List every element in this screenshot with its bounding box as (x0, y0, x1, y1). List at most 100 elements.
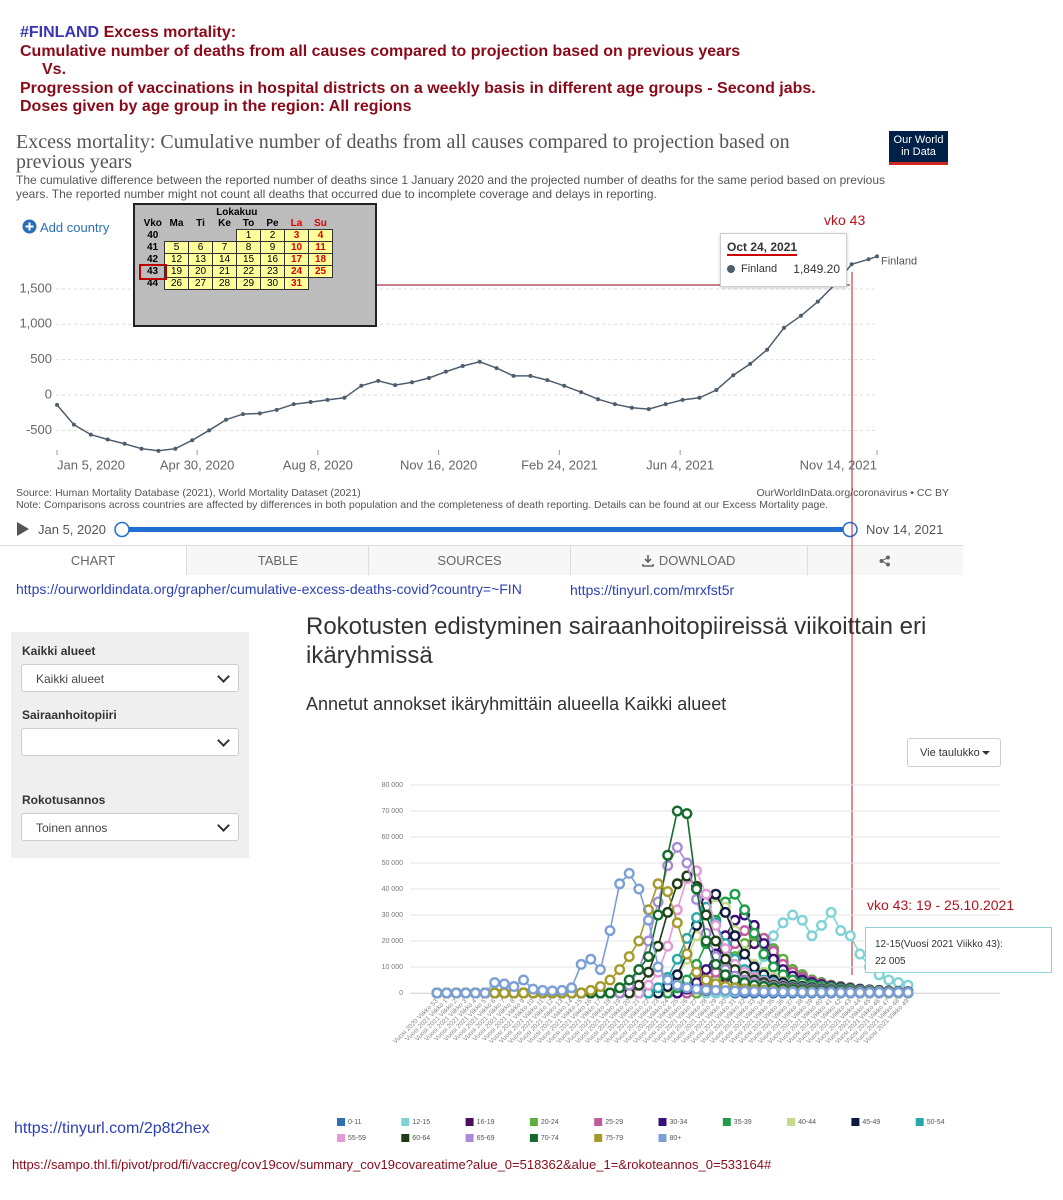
link[interactable]: https://tinyurl.com/mrxfst5r (570, 582, 735, 598)
link[interactable]: https://ourworldindata.org/grapher/cumul… (16, 581, 522, 597)
marker (537, 984, 549, 996)
calendar-header: Vko (143, 218, 162, 230)
marker (308, 400, 313, 405)
export-button[interactable]: Vie taulukko (907, 738, 1001, 767)
legend-swatch (658, 1118, 667, 1126)
marker (681, 932, 693, 944)
marker (719, 943, 731, 955)
tab[interactable]: SOURCES (368, 545, 570, 575)
tooltip: 12-15(Vuosi 2021 Viikko 43): 22 005 (865, 927, 1052, 973)
calendar-day: 29 (236, 277, 261, 290)
chart-title: Excess mortality: Cumulative number of d… (16, 131, 790, 173)
marker (700, 964, 712, 976)
link[interactable]: https://sampo.thl.fi/pivot/prod/fi/vaccr… (12, 1157, 772, 1172)
logo[interactable]: Our World in Data (889, 131, 948, 165)
calendar-header: La (290, 218, 303, 229)
source: Source: Human Mortality Database (2021),… (16, 487, 956, 511)
tooltip-swatch (727, 265, 735, 273)
marker (240, 412, 245, 417)
tab[interactable]: CHART (0, 545, 187, 575)
tooltip-date: Oct 24, 2021 (727, 240, 798, 256)
marker (854, 986, 866, 998)
calendar-day: 23 (260, 265, 285, 278)
add-country[interactable]: Add country (40, 220, 110, 235)
calendar-day: 9 (260, 241, 285, 254)
marker (765, 347, 770, 352)
marker (566, 982, 578, 994)
marker (731, 373, 736, 378)
select[interactable]: Toinen annos (21, 813, 239, 841)
marker (739, 904, 751, 916)
marker (719, 953, 731, 965)
select[interactable] (21, 728, 239, 756)
marker (562, 383, 567, 388)
marker (642, 914, 654, 926)
marker (671, 841, 683, 853)
y-tick-label: 20 000 (382, 938, 404, 945)
share-icon (879, 555, 891, 566)
tooltip: Oct 24, 2021 Finland 1,849.20 (720, 233, 847, 287)
calendar-table: Lokakuu Vko Ma Ti Ke To Pe La Su 40 1 2 3 4 41 5 6 7 8 9 10 1… (139, 207, 333, 290)
marker (798, 313, 803, 318)
x-tick-label: Aug 8, 2020 (283, 457, 353, 472)
calendar-day: 2 (260, 229, 285, 242)
download-icon (642, 554, 654, 567)
calendar-week: 42 (146, 254, 159, 265)
legend-label: 80+ (670, 1135, 682, 1142)
calendar-day: 22 (236, 265, 261, 278)
marker (604, 987, 616, 999)
legend-label: 30-34 (670, 1119, 688, 1126)
y-tick-label: 50 000 (382, 860, 404, 867)
marker (489, 987, 501, 999)
legend-swatch (401, 1118, 410, 1126)
legend-swatch (337, 1134, 345, 1142)
annotation: vko 43 (824, 212, 866, 228)
marker (642, 966, 654, 978)
marker (460, 987, 472, 999)
series-label: Finland (881, 255, 917, 267)
legend-label: 50-54 (927, 1119, 945, 1126)
calendar-day: 20 (188, 265, 213, 278)
calendar-day: 12 (164, 253, 189, 266)
marker (662, 860, 674, 872)
credit[interactable]: OurWorldInData.org/coronavirus • CC BY (756, 487, 949, 499)
tooltip-value: 1,849.20 (793, 262, 840, 276)
x-tick-label: Jun 4, 2021 (646, 457, 714, 472)
marker (173, 446, 178, 451)
play-button[interactable] (16, 521, 30, 537)
marker (410, 380, 415, 385)
timeline-slider[interactable] (112, 520, 862, 540)
marker (681, 982, 693, 994)
marker (662, 974, 674, 986)
marker (498, 978, 510, 990)
add-icon[interactable] (22, 219, 37, 234)
calendar-blank (189, 230, 213, 242)
marker (697, 395, 702, 400)
marker (207, 428, 212, 433)
share-tab[interactable] (806, 545, 964, 575)
marker (662, 886, 674, 898)
legend-label: 12-15 (412, 1119, 430, 1126)
series-line (437, 810, 909, 994)
marker (614, 878, 626, 890)
legend-label: 0-11 (348, 1119, 362, 1126)
marker (652, 961, 664, 973)
marker (866, 257, 871, 262)
marker (691, 883, 703, 895)
marker (854, 948, 866, 960)
tab[interactable]: DOWNLOAD (569, 545, 807, 575)
legend-swatch (465, 1118, 474, 1126)
link[interactable]: https://tinyurl.com/2p8t2hex (14, 1120, 210, 1137)
select[interactable]: Kaikki alueet (21, 664, 239, 692)
marker (652, 909, 664, 921)
calendar-header: Ti (196, 218, 205, 230)
marker (710, 935, 722, 947)
marker (787, 986, 799, 998)
calendar-week: 43 (139, 263, 167, 280)
legend-label: 35-39 (734, 1119, 752, 1126)
tab[interactable]: TABLE (186, 545, 369, 575)
marker (758, 986, 770, 998)
marker (469, 987, 481, 999)
y-tick-label: 1,000 (19, 316, 52, 331)
